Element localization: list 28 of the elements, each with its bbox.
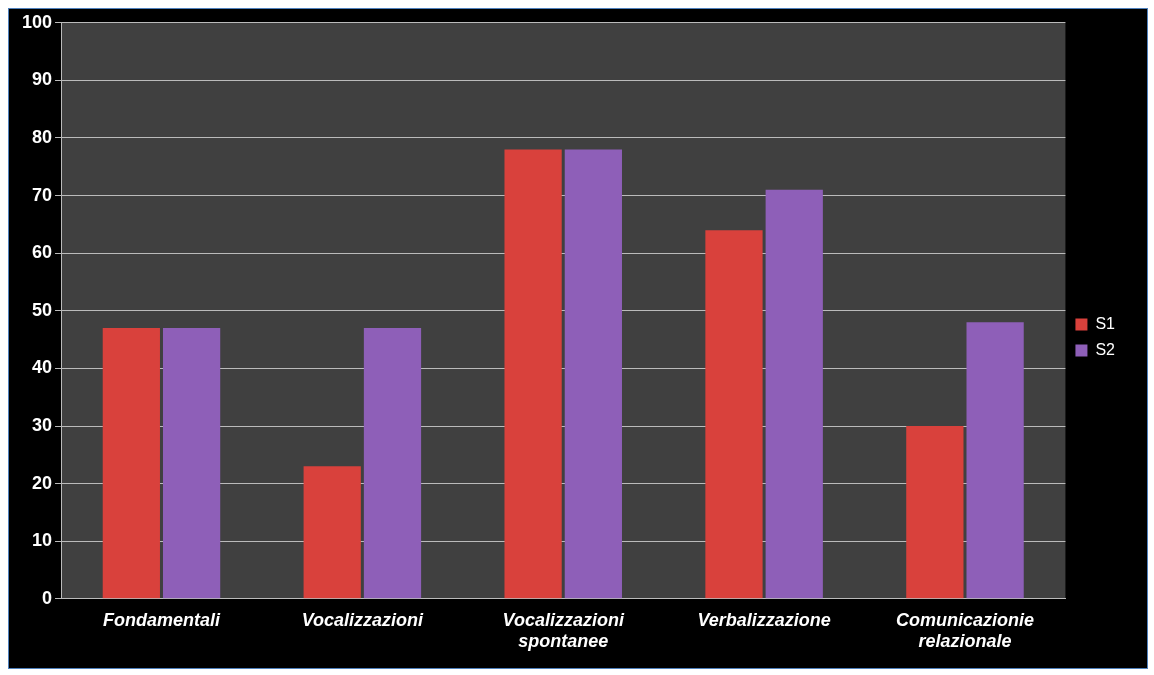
y-tick-label: 100: [21, 11, 53, 32]
y-tick-label: 90: [32, 69, 53, 90]
legend-label: S2: [1095, 340, 1116, 358]
bar: [504, 149, 562, 599]
bar: [705, 230, 763, 599]
y-tick-label: 10: [32, 530, 53, 551]
y-tick-label: 0: [42, 587, 53, 608]
x-tick-label: Fondamentali: [102, 609, 221, 630]
y-tick-label: 50: [32, 299, 53, 320]
y-tick-label: 70: [32, 184, 53, 205]
y-tick-label: 40: [32, 357, 53, 378]
y-tick-label: 20: [32, 472, 53, 493]
bar: [363, 328, 422, 599]
bar: [303, 466, 361, 599]
y-tick-label: 60: [32, 242, 53, 263]
x-tick-label: Vocalizzazioni spontanee: [502, 609, 625, 652]
y-tick-label: 80: [32, 126, 53, 147]
x-tick-label: Vocalizzazioni: [301, 609, 425, 630]
bar: [162, 328, 221, 599]
bar: [966, 322, 1024, 599]
y-tick-label: 30: [32, 414, 53, 435]
bar: [906, 426, 964, 599]
bar: [102, 328, 160, 599]
bar: [765, 189, 823, 599]
bar: [564, 149, 622, 599]
legend-label: S1: [1095, 314, 1116, 332]
x-tick-label: Comunicazionie relazionale: [895, 609, 1034, 652]
x-tick-label: Verbalizzazione: [697, 609, 831, 630]
